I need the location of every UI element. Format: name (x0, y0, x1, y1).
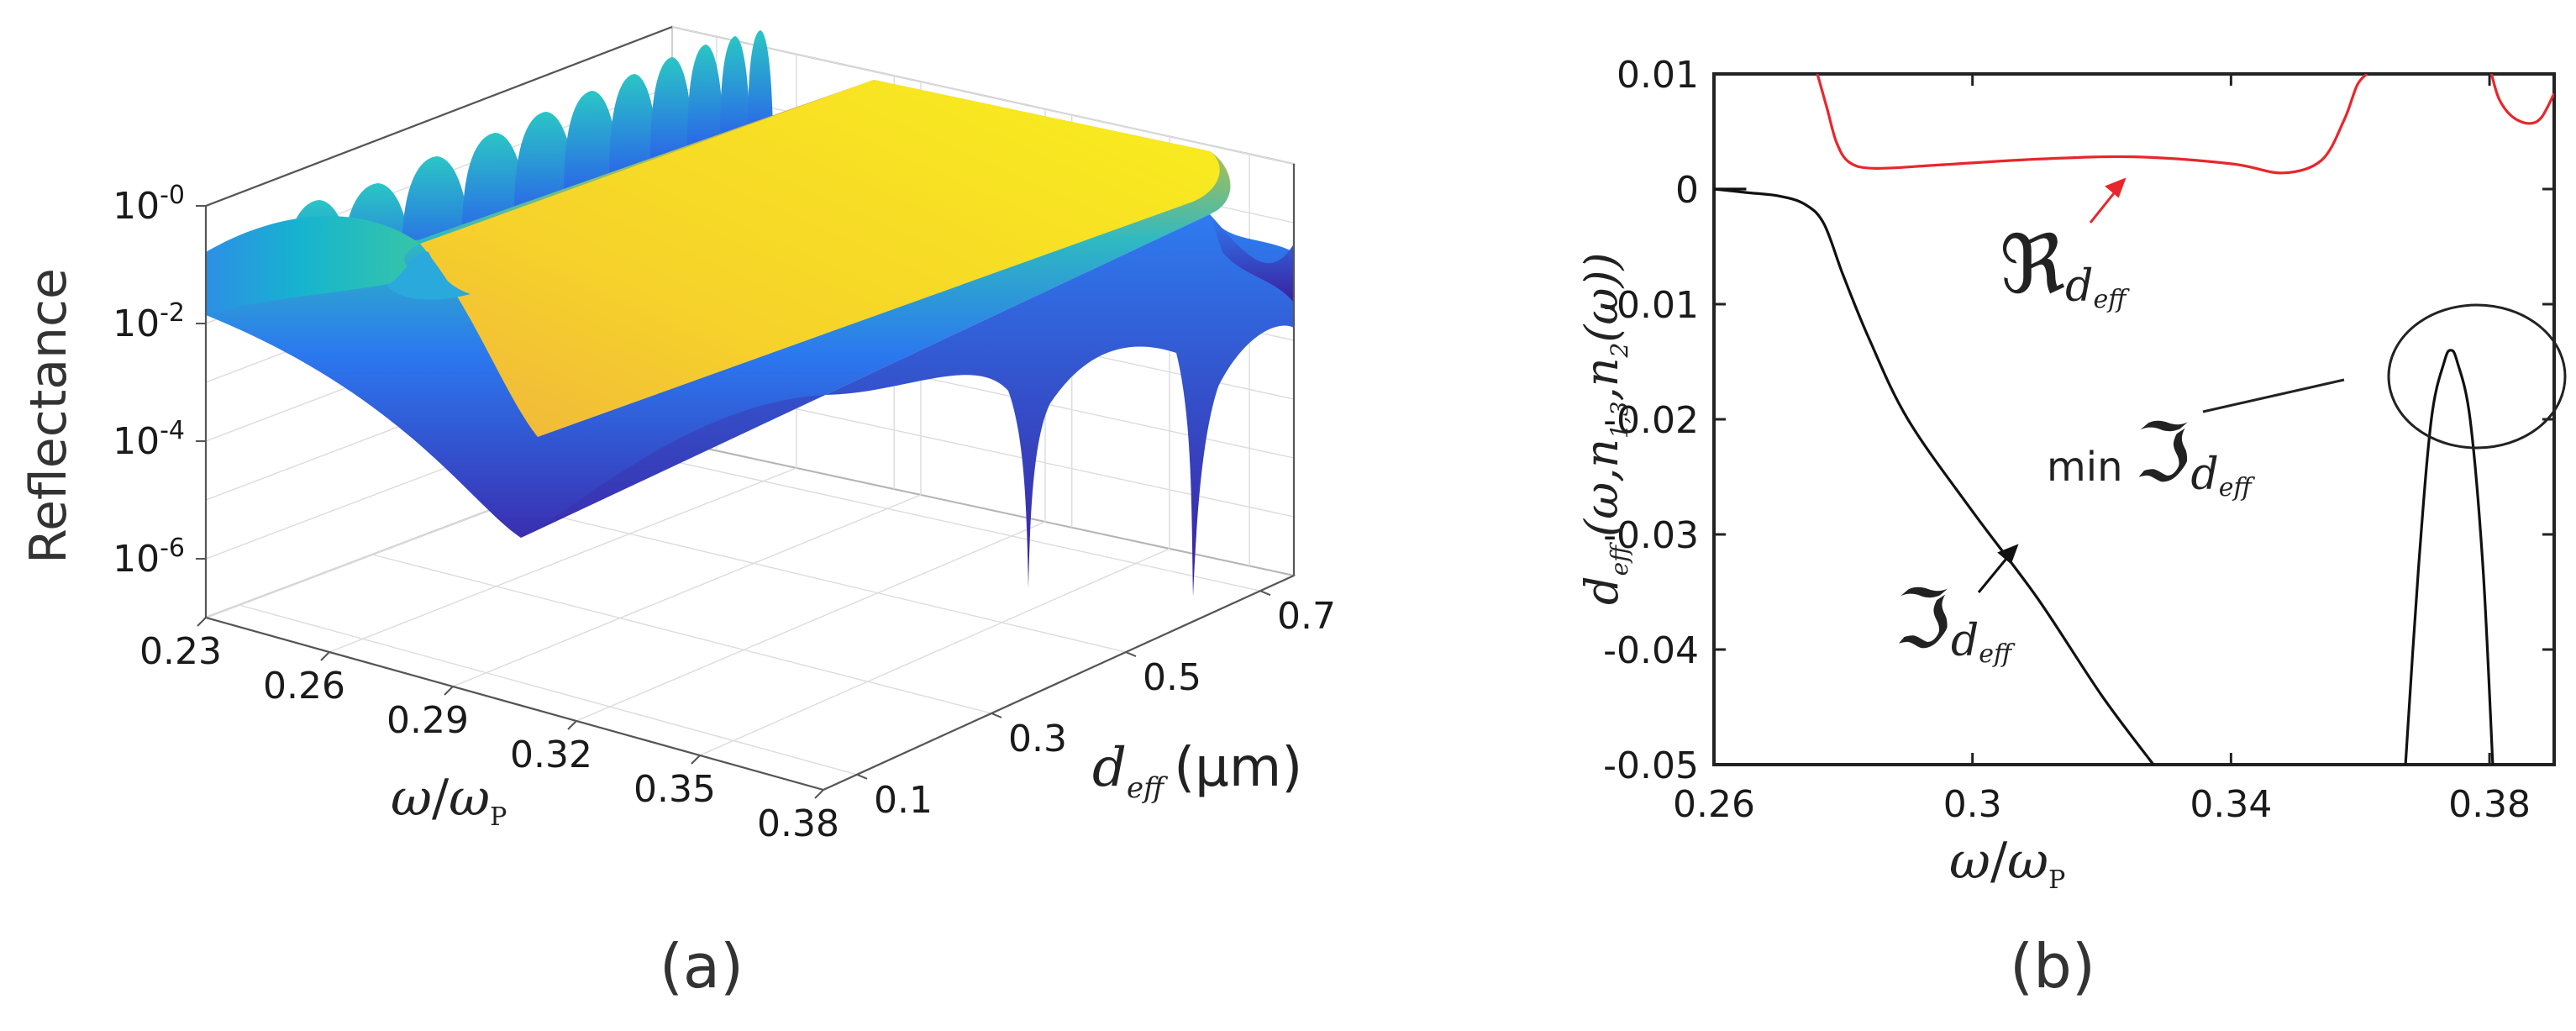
b-y-tick-label: 0 (1675, 169, 1699, 212)
y-tick-label: 0.3 (1008, 718, 1067, 760)
z-tick-label: 10-4 (113, 416, 185, 463)
b-y-axis-label: deff(ω,n1,3,n2(ω)) (1575, 252, 1633, 605)
min-annotation-pointer (2202, 378, 2345, 413)
panel-a-label: (a) (660, 931, 744, 1002)
y-tick-label: 0.7 (1277, 595, 1336, 638)
b-x-tick-label: 0.34 (2190, 783, 2272, 826)
surface-ridge (514, 112, 578, 214)
y-floor-grid-line (372, 554, 992, 714)
series-line (1816, 74, 2368, 175)
z-tick-label: 10-6 (113, 534, 185, 581)
re-annotation-arrow (2089, 177, 2127, 224)
z-tick-label: 10-0 (113, 181, 185, 228)
surface-plateau (420, 80, 1220, 437)
y-floor-grid-line (239, 604, 858, 776)
x-floor-grid-line (452, 494, 922, 687)
series-layer (1714, 74, 2554, 765)
x-tick-label: 0.26 (263, 665, 345, 707)
x-tick-mark (691, 755, 701, 765)
y-tick-mark (991, 713, 1002, 718)
series-line (2489, 74, 2554, 125)
x-tick-label: 0.32 (510, 734, 592, 776)
b-y-tick-label: -0.05 (1603, 744, 1699, 787)
y-floor-grid-line (639, 453, 1261, 592)
x-axis-ticks: 0.23 0.26 0.29 0.32 0.35 0.38 (139, 617, 839, 845)
x-tick-label: 0.23 (139, 630, 222, 673)
x-tick-mark (814, 789, 824, 799)
y-tick-label: 0.5 (1143, 656, 1201, 699)
x-axis-label: ω/ωP (391, 769, 507, 832)
x-tick-mark (567, 720, 577, 730)
minimum-highlight-circle (2387, 303, 2567, 450)
b-y-tick-label: -0.01 (1603, 284, 1699, 327)
surface-ridge (564, 91, 621, 193)
b-x-tick-label: 0.38 (2448, 783, 2531, 826)
x-tick-label: 0.35 (633, 768, 716, 811)
y-tick-label: 0.1 (874, 779, 933, 822)
z-axis-ticks: 10-0 10-2 10-4 10-6 (113, 181, 206, 581)
im-annotation-arrow (1977, 544, 2019, 593)
x-tick-label: 0.38 (757, 802, 839, 845)
surface-center-peak (386, 251, 471, 300)
panel-b-label: (b) (2010, 931, 2095, 1002)
surface-dips (521, 214, 1294, 597)
surface-ridge (609, 74, 660, 176)
y-tick-mark (1125, 651, 1137, 657)
min-annotation: min ℑdeff (2047, 406, 2256, 502)
x-tick-mark (197, 617, 207, 627)
surface-left-ridge (206, 216, 420, 315)
surface-ridge (687, 45, 724, 147)
surface-dip (521, 214, 1294, 597)
z-tick-label: 10-2 (113, 298, 185, 345)
surface-ridge (650, 57, 694, 160)
surface-dip (1210, 214, 1294, 302)
surface-ridge (748, 30, 773, 133)
y-tick-mark (1259, 590, 1271, 597)
x-floor-grid-line (576, 521, 1046, 722)
b-x-tick-label: 0.3 (1943, 783, 2002, 826)
x-floor-grid-line (329, 467, 797, 653)
y-axis-label: deff (μm) (1092, 737, 1302, 805)
b-y-tick-label: -0.03 (1603, 514, 1699, 557)
axes-3d-edges (204, 25, 1296, 792)
b-y-tick-label: -0.02 (1603, 399, 1699, 442)
b-x-tick-label: 0.26 (1673, 783, 1755, 826)
reflectance-surface (206, 30, 1294, 597)
z-axis-label: Reflectance (19, 268, 78, 564)
re-annotation: ℜdeff (2000, 218, 2130, 314)
axis-ticks: 0.26 0.3 0.34 0.38 0.01 0 -0.01 -0.02 -0.03 -0.04… (1603, 54, 2554, 826)
im-annotation: ℑdeff (1895, 572, 2016, 669)
panel-b: 0.26 0.3 0.34 0.38 0.01 0 -0.01 -0.02 -0.03 -0.04… (1575, 54, 2567, 1002)
surface-ridge (720, 36, 750, 139)
series-line (2404, 349, 2495, 765)
x-tick-mark (320, 651, 330, 661)
x-floor-grid-line (699, 548, 1170, 756)
y-axis-ticks: 0.1 0.3 0.5 0.7 (856, 590, 1336, 822)
x-tick-label: 0.29 (386, 699, 469, 742)
b-x-axis-label: ω/ωP (1949, 832, 2065, 895)
y-tick-mark (856, 773, 868, 780)
y-floor-grid-line (505, 503, 1127, 653)
b-y-tick-label: -0.04 (1603, 629, 1699, 672)
series-line (1714, 187, 2155, 765)
panel-a: 10-010-210-410-6 Reflectance 0.230.260.2… (19, 25, 1336, 1002)
x-tick-mark (444, 686, 454, 696)
b-y-tick-label: 0.01 (1617, 54, 1699, 97)
